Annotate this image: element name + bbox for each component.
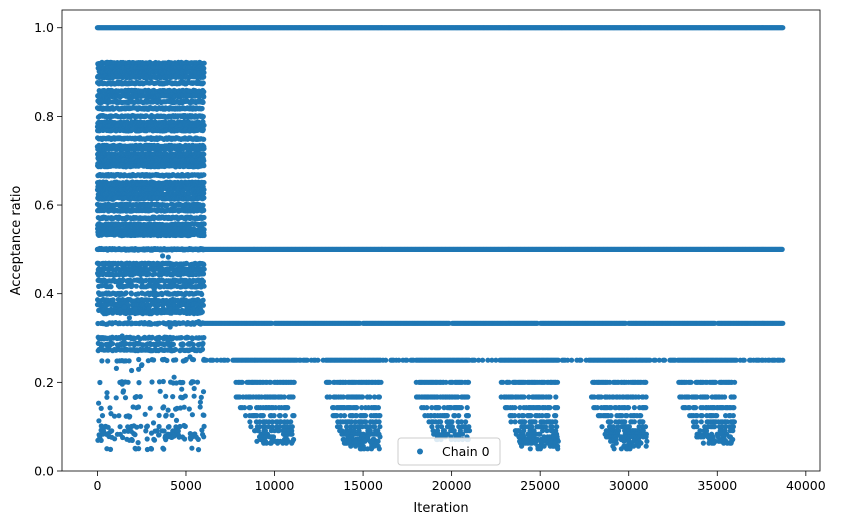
data-point-2450 xyxy=(780,357,786,363)
data-point-2213 xyxy=(383,357,389,363)
data-point-2432 xyxy=(741,357,747,363)
data-point-2168 xyxy=(315,357,321,363)
data-point-2326 xyxy=(578,357,584,363)
data-point-2323 xyxy=(569,357,575,363)
data-point-1564 xyxy=(779,246,785,252)
data-points xyxy=(94,25,786,453)
data-point-860 xyxy=(780,25,786,31)
data-point-2270 xyxy=(480,357,486,363)
data-point-4045 xyxy=(201,136,207,142)
data-point-3604 xyxy=(200,114,206,120)
data-point-3937 xyxy=(200,126,206,133)
data-point-4827 xyxy=(201,163,207,169)
data-point-2109 xyxy=(225,357,231,363)
data-point-2911 xyxy=(201,74,207,80)
data-point-2098 xyxy=(780,320,786,326)
data-point-4261 xyxy=(201,146,207,152)
data-point-3025 xyxy=(200,80,206,86)
data-point-4942 xyxy=(201,172,207,178)
data-point-2379 xyxy=(662,357,668,363)
data-point-3373 xyxy=(200,99,206,105)
data-point-3492 xyxy=(199,105,205,112)
data-point-3267 xyxy=(201,94,207,100)
